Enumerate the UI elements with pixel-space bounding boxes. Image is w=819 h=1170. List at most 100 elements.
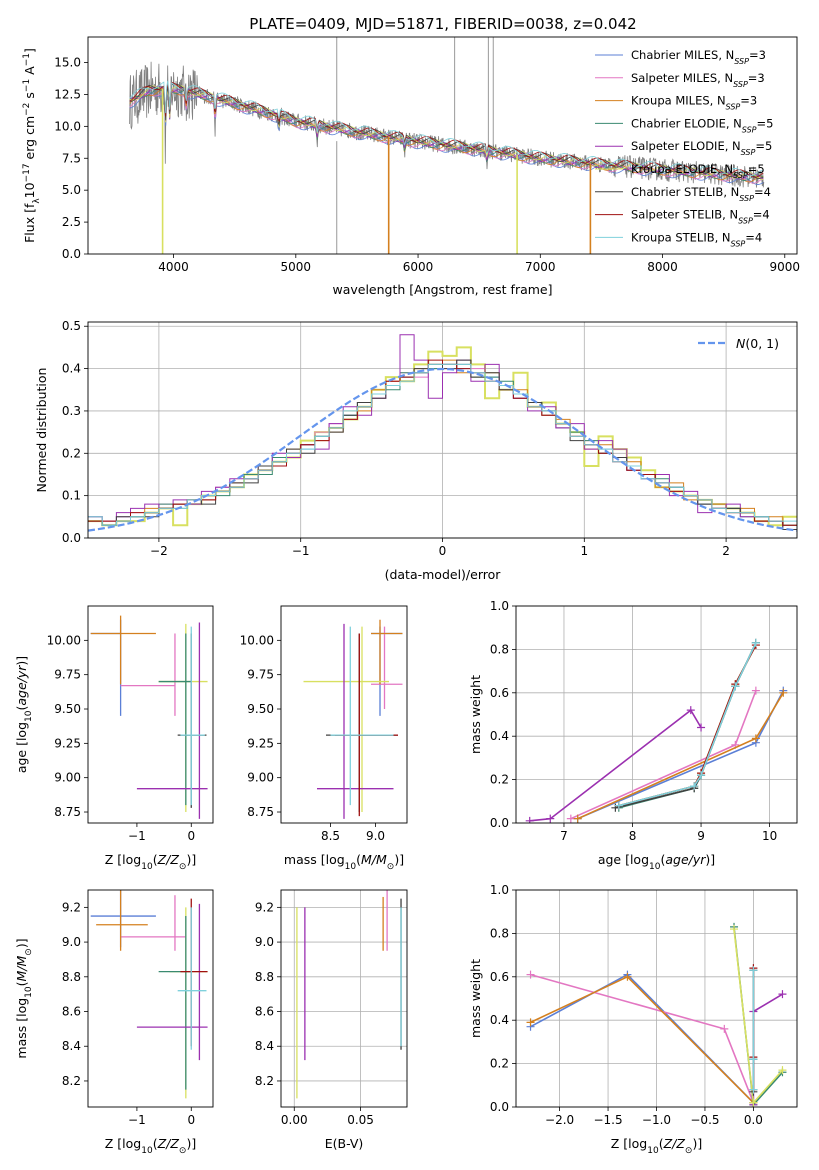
y-tick-label: 2.5	[62, 215, 81, 229]
y-tick-label: 0.2	[490, 1057, 509, 1071]
legend-text: =4	[754, 185, 771, 199]
x-tick-label: 1	[580, 544, 588, 558]
label-part: )]	[705, 852, 715, 867]
label-part: Z [log	[105, 1136, 141, 1151]
weight-marker	[611, 803, 620, 812]
x-tick-label: 0.05	[347, 1113, 374, 1127]
x-tick-label: −0.5	[690, 1113, 719, 1127]
legend-text: =3	[749, 48, 766, 62]
label-part: age [log	[14, 722, 29, 773]
x-tick-label: 9000	[770, 260, 801, 274]
label-part: (	[660, 852, 665, 867]
y-tick-label: 0.0	[62, 247, 81, 261]
legend-text: Kroupa MILES, N	[631, 94, 726, 108]
label-part: −2	[22, 103, 32, 116]
panel-residuals: −2 −1 0 1 2 0.0 0.1 0.2 0.3 0.4 0.5 N(0, 1) (data-mo…	[34, 319, 798, 582]
errorbars	[90, 890, 208, 1099]
x-tick-label: 4000	[158, 260, 189, 274]
weight-line-kroupa-miles	[530, 975, 754, 1104]
weight-marker	[546, 814, 555, 823]
x-tick-label: 7000	[525, 260, 556, 274]
label-part: 10	[141, 1146, 153, 1156]
weight-marker	[623, 972, 632, 981]
label-part: Flux [f	[22, 203, 37, 243]
model-kroupa-stelib	[129, 80, 764, 177]
legend-text: Kroupa STELIB, N	[631, 230, 731, 244]
label-part: A	[22, 66, 37, 79]
label-part: (	[153, 1136, 158, 1151]
weight-marker	[751, 686, 760, 695]
label-part: erg cm	[22, 116, 37, 164]
y-tick-label: 0.1	[62, 489, 81, 503]
y-axis-label: mass [log10(M/M⊙)]	[14, 938, 34, 1058]
y-tick-label: 0.2	[62, 446, 81, 460]
y-tick-label: 0.0	[490, 1100, 509, 1114]
x-axis-label: Z [log10(Z/Z⊙)]	[105, 852, 196, 872]
axes-frame	[515, 605, 798, 824]
y-tick-label: 1.0	[490, 883, 509, 897]
label-part: )]	[394, 852, 404, 867]
weight-line-kroupa-stelib	[618, 642, 757, 807]
legend-text: =5	[757, 116, 774, 130]
weight-line-chabrier-miles	[577, 690, 785, 820]
weight-marker	[614, 801, 623, 810]
weight-series	[525, 638, 788, 823]
weight-line-salpeter-miles	[530, 973, 755, 1103]
label-part: (	[14, 981, 29, 986]
weight-marker	[749, 1085, 758, 1094]
weight-marker	[526, 1018, 535, 1027]
weight-line-kroupa-elodie	[733, 929, 784, 1105]
label-part: )]	[14, 656, 29, 666]
y-tick-label: 8.75	[54, 805, 81, 819]
hist-kroupa-stelib	[88, 363, 797, 526]
y-tick-label: 0.6	[490, 686, 509, 700]
y-tick-label: 9.0	[62, 935, 81, 949]
label-part: (	[356, 852, 361, 867]
y-tick-label: 0.8	[490, 926, 509, 940]
y-tick-label: 0.4	[62, 362, 81, 376]
x-tick-label: 0	[439, 544, 447, 558]
x-axis-label: age [log10(age/yr)]	[598, 852, 715, 872]
x-tick-label: 0.0	[744, 1113, 763, 1127]
model-kroupa-miles	[129, 86, 764, 183]
weight-line-kroupa-miles	[577, 692, 784, 820]
weight-line-chabrier-elodie	[618, 642, 757, 809]
label-part: ⊙	[24, 948, 34, 956]
x-axis-label: Z [log10(Z/Z⊙)]	[105, 1136, 196, 1156]
model-salpeter-stelib	[129, 81, 764, 178]
label-part: )]	[14, 938, 29, 948]
axes-frame	[87, 605, 214, 824]
label-part: mass [log	[284, 852, 345, 867]
y-tick-label: 10.00	[47, 633, 81, 647]
panel-mass_vs_Z: −1 08.28.48.68.89.09.2Z [log10(Z/Z⊙)]mass…	[14, 889, 214, 1156]
legend-text: Chabrier ELODIE, N	[631, 116, 742, 130]
weight-marker	[749, 1098, 758, 1107]
label-part: ]	[22, 48, 37, 53]
x-tick-label: −2.0	[545, 1113, 574, 1127]
y-tick-label: 8.2	[255, 1074, 274, 1088]
axes-frame	[87, 36, 798, 255]
legend-entry: Kroupa MILES, NSSP=3	[631, 94, 757, 112]
weight-marker	[526, 970, 535, 979]
legend-entry: Salpeter MILES, NSSP=3	[631, 71, 765, 89]
y-tick-label: 0.0	[62, 531, 81, 545]
legend-text: =3	[748, 71, 765, 85]
y-tick-label: 9.25	[247, 736, 274, 750]
y-tick-label: 8.8	[255, 970, 274, 984]
label-part: Z/Z	[663, 1136, 686, 1151]
x-tick-label: −1	[128, 829, 146, 843]
legend-text: Kroupa ELODIE, N	[631, 162, 733, 176]
y-tick-label: 9.2	[255, 900, 274, 914]
y-axis-label: mass weight	[468, 959, 483, 1038]
label-part: −1	[22, 79, 32, 92]
label-part: ⊙	[179, 1146, 187, 1156]
weight-marker	[751, 638, 760, 647]
legend-gaussian: N(0, 1)	[736, 336, 779, 351]
y-tick-label: 0.0	[490, 816, 509, 830]
model-chabrier-elodie	[129, 86, 764, 181]
label-part: age/yr	[665, 852, 706, 867]
label-part: M/M	[14, 955, 29, 981]
label-part: Z [log	[105, 852, 141, 867]
legend-subscript: SSP	[742, 125, 757, 134]
x-tick-label: 9.0	[366, 829, 385, 843]
